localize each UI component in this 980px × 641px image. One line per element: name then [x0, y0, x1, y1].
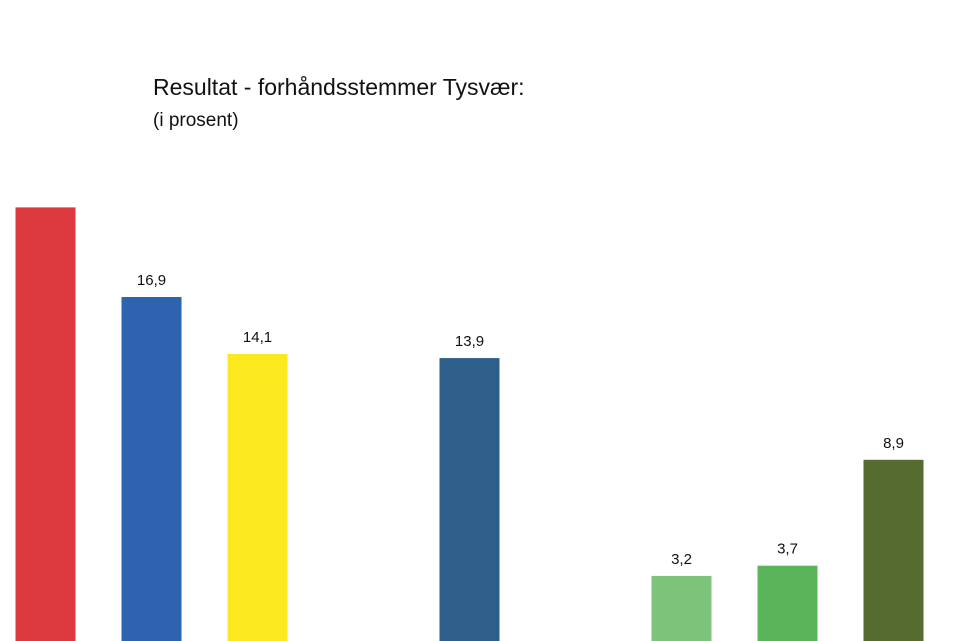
bar-8 — [757, 565, 818, 641]
bar-9 — [863, 459, 924, 641]
data-label-2: 16,9 — [137, 272, 166, 289]
data-label-7: 3,2 — [671, 551, 692, 568]
data-label-9: 8,9 — [883, 435, 904, 452]
data-label-8: 3,7 — [777, 541, 798, 558]
data-label-3: 14,1 — [243, 329, 272, 346]
chart-title: Resultat - forhåndsstemmer Tysvær: — [153, 74, 525, 100]
bar-2 — [121, 297, 182, 641]
chart-subtitle: (i prosent) — [153, 110, 239, 131]
data-label-5: 13,9 — [455, 333, 484, 350]
bar-5 — [439, 358, 500, 641]
bar-1 — [15, 207, 76, 641]
bar-7 — [651, 575, 712, 641]
bar-3 — [227, 354, 288, 641]
